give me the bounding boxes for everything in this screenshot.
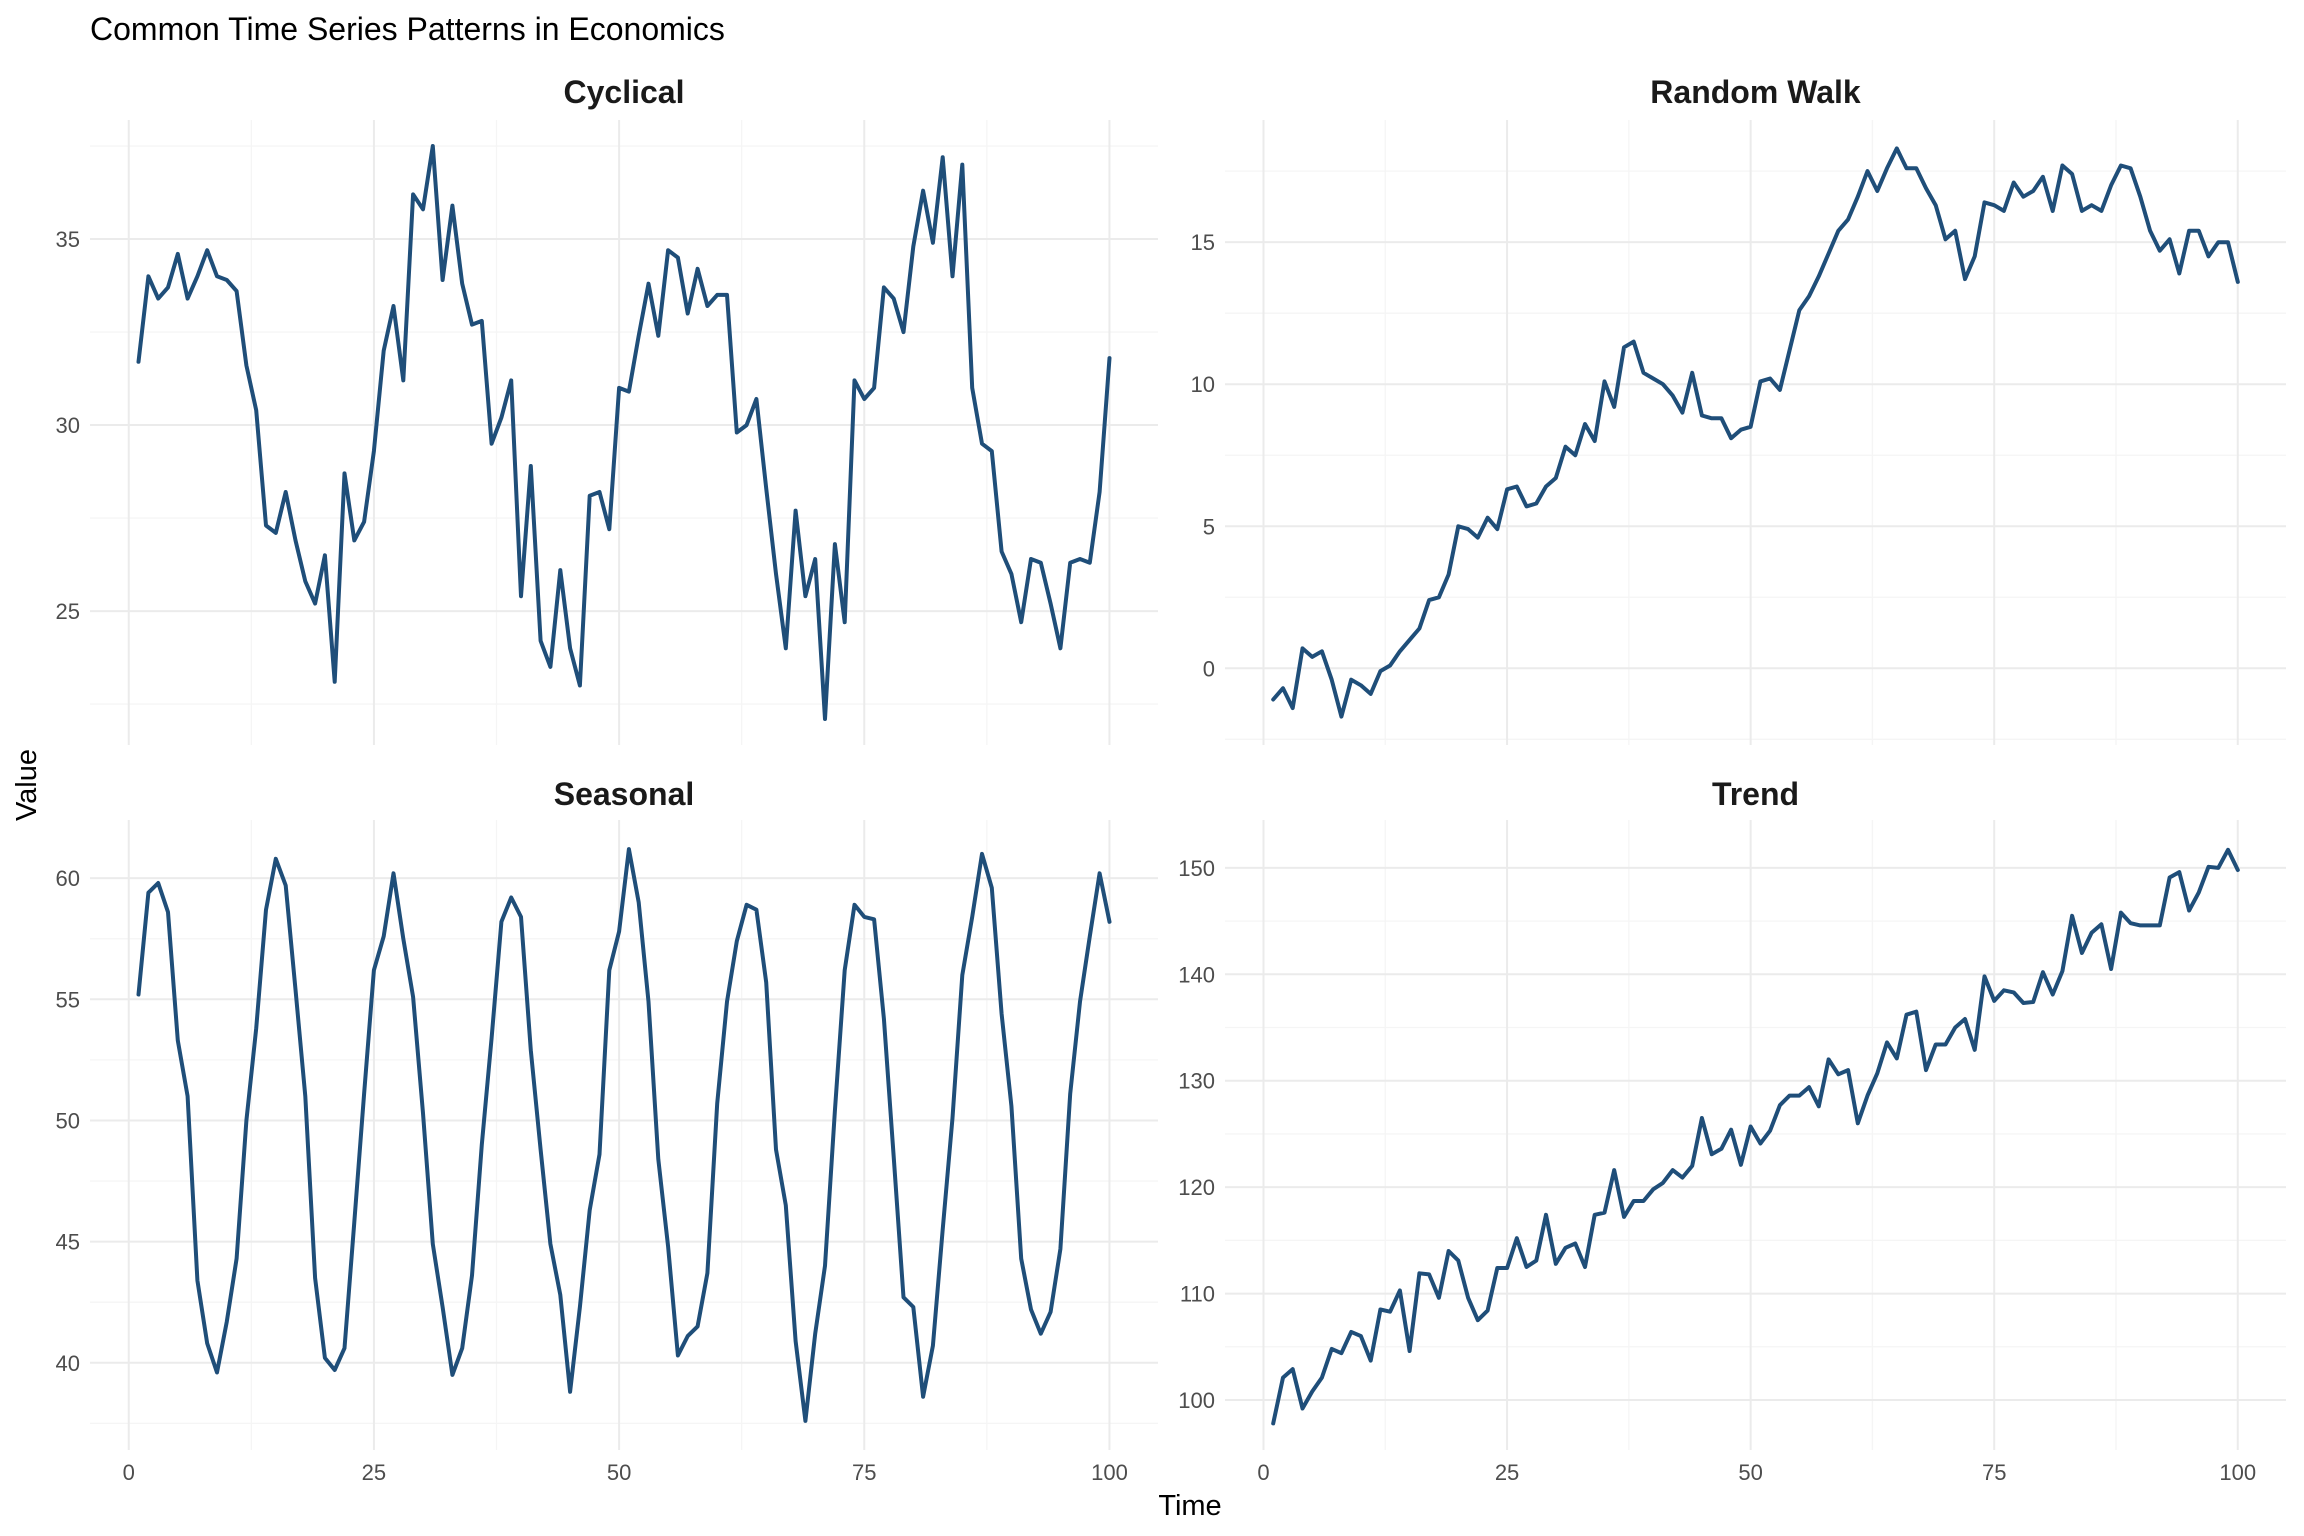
y-tick-label: 40 [56, 1351, 80, 1376]
x-axis-title: Time [1158, 1490, 1221, 1522]
x-tick-label: 75 [1982, 1460, 2006, 1485]
y-tick-label: 140 [1178, 962, 1215, 987]
panel-seasonal: 40 45 50 55 60 0 25 50 75 100 Seasonal [56, 776, 1158, 1485]
panel-title-random-walk: Random Walk [1650, 74, 1861, 110]
y-tick-label: 100 [1178, 1388, 1215, 1413]
series-line-random-walk [1271, 146, 2240, 719]
y-tick-label: 30 [56, 413, 80, 438]
x-tick-label: 50 [607, 1460, 631, 1485]
x-tick-label: 25 [362, 1460, 386, 1485]
y-tick-label: 130 [1178, 1069, 1215, 1094]
x-tick-label: 50 [1738, 1460, 1762, 1485]
x-tick-label: 100 [2219, 1460, 2256, 1485]
x-tick-label: 0 [123, 1460, 135, 1485]
series-line-trend [1271, 847, 2240, 1426]
y-tick-label: 150 [1178, 856, 1215, 881]
x-tick-label: 25 [1495, 1460, 1519, 1485]
panel-title-cyclical: Cyclical [564, 74, 685, 110]
y-tick-label: 0 [1203, 656, 1215, 681]
x-tick-label: 75 [852, 1460, 876, 1485]
panel-trend: 100 110 120 130 140 150 0 25 50 75 100 Trend [1178, 776, 2286, 1485]
panel-title-seasonal: Seasonal [554, 776, 695, 812]
series-line-seasonal [136, 847, 1112, 1423]
panel-cyclical: 25 30 35 Cyclical [56, 74, 1158, 745]
y-tick-label: 60 [56, 866, 80, 891]
y-tick-label: 120 [1178, 1175, 1215, 1200]
panel-random-walk: 0 5 10 15 Random Walk [1191, 74, 2286, 745]
y-tick-label: 25 [56, 599, 80, 624]
y-tick-label: 15 [1191, 230, 1215, 255]
facet-panels: 25 30 35 Cyclical 0 5 10 15 Random Walk 40 45 50 55 6… [56, 74, 2286, 1485]
figure-title: Common Time Series Patterns in Economics [90, 11, 725, 47]
y-tick-label: 45 [56, 1230, 80, 1255]
y-tick-label: 5 [1203, 514, 1215, 539]
y-tick-label: 10 [1191, 372, 1215, 397]
y-tick-label: 55 [56, 987, 80, 1012]
y-axis-title: Value [11, 749, 43, 821]
y-tick-label: 35 [56, 227, 80, 252]
panel-title-trend: Trend [1712, 776, 1799, 812]
y-tick-label: 50 [56, 1108, 80, 1133]
series-line-cyclical [136, 144, 1112, 721]
y-tick-label: 110 [1180, 1282, 1215, 1307]
x-tick-label: 100 [1091, 1460, 1128, 1485]
x-tick-label: 0 [1257, 1460, 1269, 1485]
